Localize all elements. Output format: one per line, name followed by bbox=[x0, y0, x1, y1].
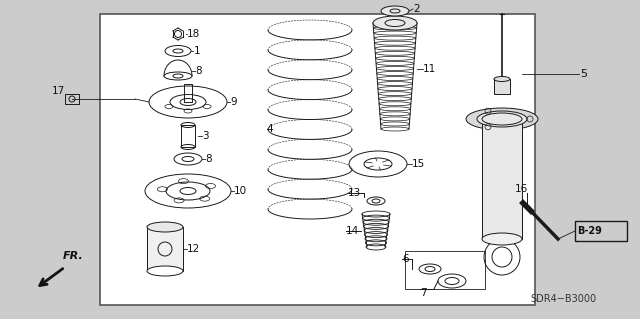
Text: SDR4−B3000: SDR4−B3000 bbox=[530, 294, 596, 304]
Text: 15: 15 bbox=[412, 159, 425, 169]
Text: 4: 4 bbox=[266, 124, 273, 134]
Ellipse shape bbox=[466, 108, 538, 130]
Text: 12: 12 bbox=[187, 244, 200, 254]
Text: 1: 1 bbox=[194, 46, 200, 56]
Text: 8: 8 bbox=[195, 66, 202, 76]
Text: FR.: FR. bbox=[63, 251, 84, 261]
Text: 7: 7 bbox=[420, 288, 427, 298]
Text: 6: 6 bbox=[402, 254, 408, 264]
Bar bbox=[65, 94, 79, 104]
Text: 14: 14 bbox=[346, 226, 359, 236]
Text: 5: 5 bbox=[580, 69, 587, 79]
Text: 17: 17 bbox=[52, 86, 65, 96]
Bar bbox=[482, 119, 522, 239]
Ellipse shape bbox=[147, 222, 183, 232]
Text: 9: 9 bbox=[230, 97, 237, 107]
Text: 11: 11 bbox=[423, 64, 436, 74]
Text: 13: 13 bbox=[348, 188, 361, 198]
Bar bbox=[405, 251, 485, 289]
Bar bbox=[181, 125, 195, 147]
Bar bbox=[575, 221, 627, 241]
Text: 3: 3 bbox=[202, 131, 209, 141]
Bar bbox=[494, 79, 510, 94]
Text: 16: 16 bbox=[515, 184, 528, 194]
Ellipse shape bbox=[373, 16, 417, 30]
Text: 8: 8 bbox=[205, 154, 212, 164]
Bar bbox=[184, 84, 192, 102]
Text: 18: 18 bbox=[187, 29, 200, 39]
Ellipse shape bbox=[494, 77, 510, 81]
Bar bbox=[147, 227, 183, 271]
Text: B-29: B-29 bbox=[577, 226, 602, 236]
Ellipse shape bbox=[477, 111, 527, 127]
Text: 10: 10 bbox=[234, 186, 247, 196]
Bar bbox=[100, 14, 535, 305]
Ellipse shape bbox=[482, 113, 522, 125]
Ellipse shape bbox=[381, 6, 409, 16]
Ellipse shape bbox=[482, 233, 522, 245]
Ellipse shape bbox=[147, 266, 183, 276]
Text: 2: 2 bbox=[413, 4, 420, 14]
